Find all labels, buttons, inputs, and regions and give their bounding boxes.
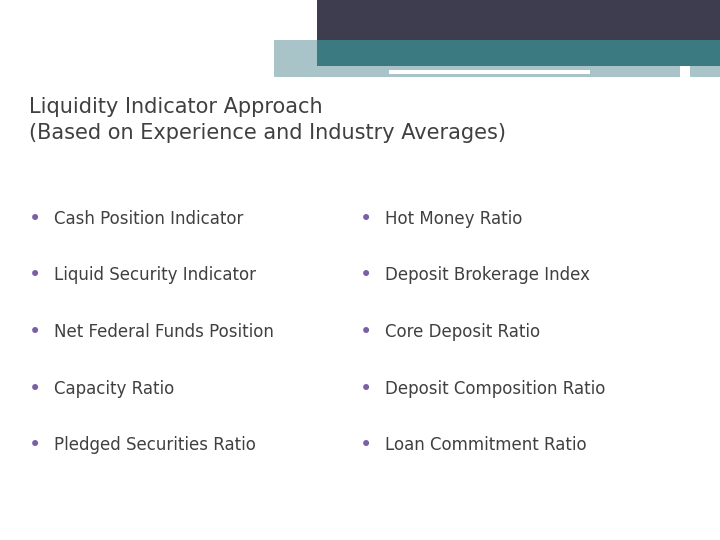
Text: Net Federal Funds Position: Net Federal Funds Position [54, 323, 274, 341]
Text: •: • [29, 208, 41, 229]
Text: •: • [29, 435, 41, 456]
Text: Liquidity Indicator Approach
(Based on Experience and Industry Averages): Liquidity Indicator Approach (Based on E… [29, 97, 505, 143]
Text: •: • [29, 322, 41, 342]
Text: Core Deposit Ratio: Core Deposit Ratio [385, 323, 540, 341]
Text: Deposit Composition Ratio: Deposit Composition Ratio [385, 380, 606, 398]
Text: •: • [360, 435, 372, 456]
Text: •: • [360, 265, 372, 286]
Text: Liquid Security Indicator: Liquid Security Indicator [54, 266, 256, 285]
Text: Cash Position Indicator: Cash Position Indicator [54, 210, 243, 228]
Text: •: • [360, 379, 372, 399]
Text: •: • [29, 265, 41, 286]
Text: Loan Commitment Ratio: Loan Commitment Ratio [385, 436, 587, 455]
Text: Capacity Ratio: Capacity Ratio [54, 380, 174, 398]
Text: •: • [360, 322, 372, 342]
Text: •: • [360, 208, 372, 229]
Text: Deposit Brokerage Index: Deposit Brokerage Index [385, 266, 590, 285]
Text: •: • [29, 379, 41, 399]
Text: Pledged Securities Ratio: Pledged Securities Ratio [54, 436, 256, 455]
Text: Hot Money Ratio: Hot Money Ratio [385, 210, 523, 228]
